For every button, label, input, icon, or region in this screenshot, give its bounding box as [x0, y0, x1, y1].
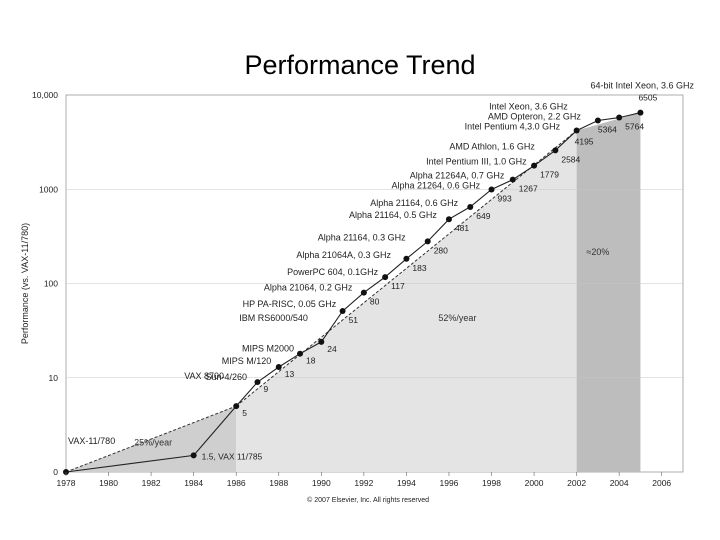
point-name-label: Alpha 21164, 0.6 GHz	[370, 198, 458, 208]
point-name-label: AMD Opteron, 2.2 GHz	[488, 111, 582, 121]
point-value-label: 9	[263, 384, 268, 394]
point-value-label: 649	[476, 211, 490, 221]
trend-52pct-line	[235, 130, 577, 407]
data-point-2001	[552, 147, 559, 154]
x-tick-label: 2002	[567, 478, 586, 488]
point-name-label: Intel Pentium 4,3.0 GHz	[465, 122, 561, 132]
point-value-label: 2584	[561, 154, 580, 164]
point-value-label: 183	[412, 263, 426, 273]
data-point-2002	[573, 127, 580, 134]
point-value-label: 481	[455, 223, 469, 233]
region-20pct-shade	[576, 112, 641, 472]
data-point-1993	[382, 274, 389, 281]
x-tick-label: 1988	[269, 478, 288, 488]
point-name-label: HP PA-RISC, 0.05 GHz	[243, 299, 337, 309]
point-name-label: Alpha 21164, 0.5 GHz	[349, 210, 437, 220]
point-name-label: VAX-11/780	[68, 436, 115, 446]
point-name-label: 64-bit Intel Xeon, 3.6 GHz	[590, 81, 694, 91]
point-name-label: MIPS M/120	[222, 356, 272, 366]
data-point-1992	[360, 289, 367, 296]
annotation-52pct: 52%/year	[438, 313, 476, 323]
slide-title: Performance Trend	[244, 50, 476, 80]
region-52pct-shade	[236, 130, 577, 473]
annotation-25pct: 25%/year	[134, 438, 172, 448]
annotation-20pct: ≈20%	[586, 247, 609, 257]
x-tick-label: 1978	[57, 478, 76, 488]
data-point-1998	[488, 186, 495, 193]
data-point-2004	[616, 114, 623, 121]
data-point-1996	[445, 216, 452, 223]
point-value-label: 1.5, VAX 11/785	[202, 451, 263, 461]
x-tick-label: 1998	[482, 478, 501, 488]
point-value-label: 51	[349, 315, 359, 325]
point-value-label: 6505	[638, 93, 657, 103]
data-point-1990	[318, 338, 325, 345]
y-axis-title: Performance (vs. VAX-11/780)	[20, 223, 30, 344]
point-value-label: 80	[370, 297, 380, 307]
point-value-label: 280	[434, 245, 448, 255]
data-point-1991	[339, 308, 346, 315]
x-tick-label: 1984	[184, 478, 203, 488]
x-tick-label: 1982	[142, 478, 161, 488]
data-point-1987	[254, 379, 261, 386]
point-name-label: VAX 8700	[184, 371, 224, 381]
point-name-label: Intel Pentium III, 1.0 GHz	[426, 157, 527, 167]
point-value-label: 5364	[598, 124, 617, 134]
point-value-label: 1267	[519, 184, 538, 194]
point-value-label: 18	[306, 356, 316, 366]
x-tick-label: 1990	[312, 478, 331, 488]
data-point-1997	[467, 203, 474, 210]
point-name-label: MIPS M2000	[242, 344, 294, 354]
data-point-1989	[297, 350, 304, 357]
y-tick-label: 100	[44, 279, 58, 289]
trend-25pct-line	[65, 405, 237, 473]
x-tick-label: 2004	[610, 478, 629, 488]
point-value-label: 5	[242, 408, 247, 418]
point-name-label: Alpha 21164, 0.3 GHz	[318, 232, 406, 242]
y-tick-label: 10	[49, 373, 59, 383]
data-point-2003	[594, 117, 601, 124]
point-name-label: PowerPC 604, 0.1GHz	[287, 267, 379, 277]
performance-series-line	[65, 112, 641, 473]
point-value-label: 5764	[625, 122, 644, 132]
point-name-label: Intel Xeon, 3.6 GHz	[489, 102, 568, 112]
copyright-note: © 2007 Elsevier, Inc. All rights reserve…	[307, 496, 429, 504]
data-point-1986	[233, 403, 240, 410]
data-point-2005	[637, 109, 644, 116]
point-value-label: 13	[285, 369, 295, 379]
x-tick-label: 1996	[440, 478, 459, 488]
x-tick-label: 1992	[354, 478, 373, 488]
point-name-label: Alpha 21064A, 0.3 GHz	[296, 250, 391, 260]
data-point-1984	[190, 452, 197, 459]
x-tick-label: 2000	[525, 478, 544, 488]
point-name-label: IBM RS6000/540	[239, 313, 308, 323]
point-value-label: 24	[327, 344, 337, 354]
data-point-1995	[424, 238, 431, 245]
x-tick-label: 1994	[397, 478, 416, 488]
point-name-label: AMD Athlon, 1.6 GHz	[449, 141, 535, 151]
y-tick-label: 1000	[39, 184, 58, 194]
point-value-label: 1779	[540, 170, 559, 180]
x-tick-label: 2006	[652, 478, 671, 488]
point-name-label: Alpha 21064, 0.2 GHz	[264, 283, 353, 293]
point-value-label: 993	[498, 194, 512, 204]
x-tick-label: 1986	[227, 478, 246, 488]
data-point-2000	[531, 162, 538, 169]
data-point-1994	[403, 255, 410, 262]
y-tick-label: 10,000	[32, 90, 58, 100]
y-tick-label: 0	[53, 467, 58, 477]
point-name-label: Alpha 21264, 0.6 GHz	[392, 181, 481, 191]
data-point-1999	[509, 176, 516, 183]
x-tick-label: 1980	[99, 478, 118, 488]
point-value-label: 4195	[575, 137, 594, 147]
point-name-label: Sun-4/260	[205, 372, 247, 382]
data-point-1988	[275, 364, 282, 371]
point-value-label: 117	[391, 281, 405, 291]
point-name-label: Alpha 21264A, 0.7 GHz	[410, 171, 505, 181]
